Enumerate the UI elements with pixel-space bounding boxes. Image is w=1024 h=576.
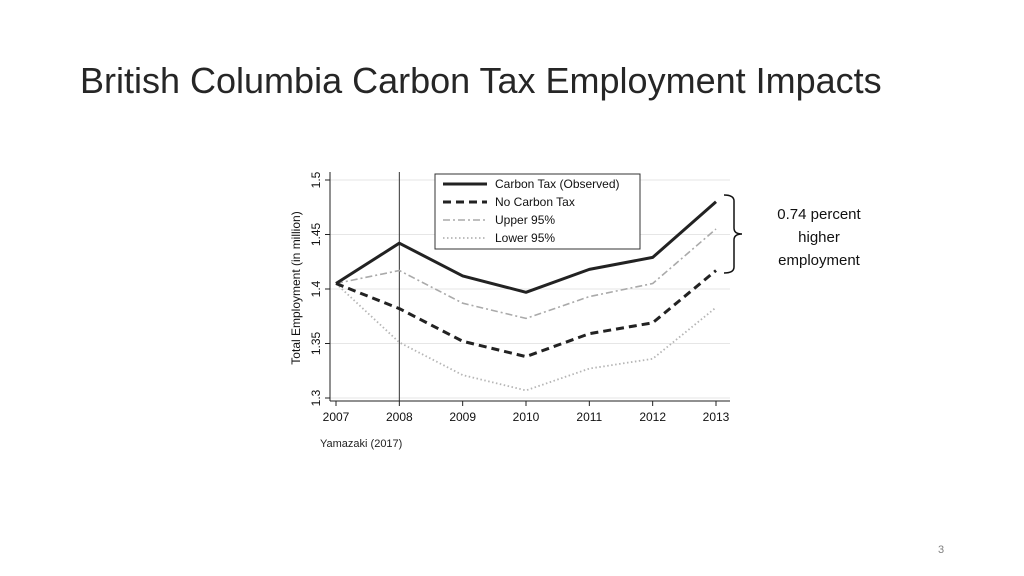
series-upper-line xyxy=(335,228,717,320)
y-axis-title: Total Employment (in million) xyxy=(289,211,303,364)
series-no-tax-line xyxy=(335,269,717,359)
legend-label-upper: Upper 95% xyxy=(495,213,555,227)
annotation-line: higher xyxy=(798,229,840,246)
x-tick-label: 2013 xyxy=(703,410,730,424)
y-tick-label: 1.45 xyxy=(309,222,323,246)
impact-annotation: 0.74 percent higher employment xyxy=(758,203,880,272)
series-lines xyxy=(335,200,717,392)
legend-label-lower: Lower 95% xyxy=(495,231,555,245)
x-tick-label: 2012 xyxy=(639,410,666,424)
plot-frame xyxy=(329,172,730,402)
x-tick-label: 2007 xyxy=(323,410,350,424)
source-citation: Yamazaki (2017) xyxy=(320,438,403,450)
legend: Carbon Tax (Observed) No Carbon Tax Uppe… xyxy=(434,173,641,250)
series-observed-line xyxy=(335,200,717,294)
employment-line-chart: 1.31.351.41.451.5 2007 2008 2009 2010 2011 20… xyxy=(289,171,730,424)
legend-label-no-tax: No Carbon Tax xyxy=(495,195,575,209)
annotation-line: employment xyxy=(778,252,860,269)
y-axis: 1.3 1.35 1.4 1.45 1.5 xyxy=(309,171,330,406)
legend-label-observed: Carbon Tax (Observed) xyxy=(495,177,620,191)
x-tick-label: 2011 xyxy=(576,410,602,424)
x-tick-label: 2008 xyxy=(386,410,413,424)
x-tick-label: 2010 xyxy=(513,410,540,424)
page-number: 3 xyxy=(938,544,945,556)
x-axis: 2007 2008 2009 2010 2011 2012 2013 xyxy=(323,401,730,424)
bracket xyxy=(723,194,743,274)
slide-title: British Columbia Carbon Tax Employment I… xyxy=(80,60,882,101)
y-tick-label: 1.3 xyxy=(309,389,323,406)
legend-box xyxy=(434,173,641,250)
y-tick-label: 1.35 xyxy=(309,331,323,355)
x-tick-label: 2009 xyxy=(449,410,476,424)
annotation-line: 0.74 percent xyxy=(777,206,861,223)
y-tick-label: 1.4 xyxy=(309,280,323,297)
series-lower-line xyxy=(335,282,717,392)
y-tick-label: 1.5 xyxy=(309,171,323,188)
